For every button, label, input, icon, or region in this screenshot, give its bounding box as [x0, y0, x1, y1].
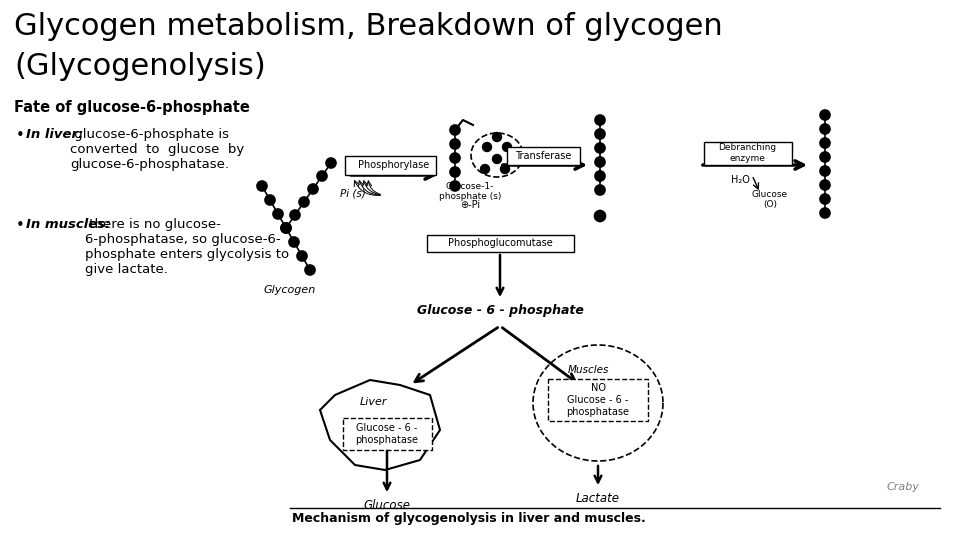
- Text: Glucose - 6 -
phosphatase: Glucose - 6 - phosphatase: [355, 423, 419, 445]
- Text: Glucose: Glucose: [364, 499, 411, 512]
- Text: H₂O: H₂O: [731, 175, 750, 185]
- Circle shape: [500, 165, 510, 173]
- FancyBboxPatch shape: [548, 379, 648, 421]
- Text: NO
Glucose - 6 -
phosphatase: NO Glucose - 6 - phosphatase: [566, 383, 630, 416]
- Circle shape: [820, 152, 830, 162]
- Circle shape: [257, 181, 267, 191]
- PathPatch shape: [320, 380, 440, 470]
- Circle shape: [305, 265, 315, 275]
- Text: Craby: Craby: [887, 482, 920, 492]
- Circle shape: [820, 180, 830, 190]
- Circle shape: [820, 110, 830, 120]
- Polygon shape: [533, 345, 663, 461]
- Circle shape: [290, 210, 300, 220]
- Circle shape: [492, 154, 501, 164]
- Circle shape: [502, 143, 512, 152]
- Circle shape: [281, 223, 291, 233]
- Circle shape: [820, 138, 830, 148]
- Circle shape: [595, 115, 605, 125]
- FancyBboxPatch shape: [507, 146, 580, 165]
- Text: Glucose - 6 - phosphate: Glucose - 6 - phosphate: [417, 304, 584, 317]
- Text: Transferase: Transferase: [515, 151, 571, 161]
- Circle shape: [308, 184, 318, 194]
- Circle shape: [483, 143, 492, 152]
- Text: Liver: Liver: [360, 397, 388, 407]
- Circle shape: [820, 166, 830, 176]
- Text: Phosphoglucomutase: Phosphoglucomutase: [447, 238, 552, 248]
- Text: there is no glucose-
6-phosphatase, so glucose-6-
phosphate enters glycolysis to: there is no glucose- 6-phosphatase, so g…: [85, 218, 289, 276]
- Circle shape: [273, 209, 283, 219]
- Text: In liver:: In liver:: [26, 128, 84, 141]
- Circle shape: [595, 143, 605, 153]
- Circle shape: [594, 211, 606, 221]
- Circle shape: [820, 124, 830, 134]
- Circle shape: [492, 132, 501, 141]
- Circle shape: [326, 158, 336, 168]
- Text: (Glycogenolysis): (Glycogenolysis): [14, 52, 266, 81]
- Circle shape: [595, 157, 605, 167]
- Text: Glucose
(O): Glucose (O): [752, 190, 788, 210]
- Text: •: •: [16, 218, 25, 233]
- Circle shape: [289, 237, 299, 247]
- Text: Lactate: Lactate: [576, 492, 620, 505]
- Circle shape: [820, 208, 830, 218]
- FancyBboxPatch shape: [343, 418, 432, 450]
- Text: Debranching
enzyme: Debranching enzyme: [718, 143, 776, 163]
- Text: Mechanism of glycogenolysis in liver and muscles.: Mechanism of glycogenolysis in liver and…: [292, 512, 646, 525]
- Text: In muscles:: In muscles:: [26, 218, 110, 231]
- Circle shape: [265, 195, 275, 205]
- Circle shape: [481, 165, 490, 173]
- Text: Glucose-1-
phosphate (s): Glucose-1- phosphate (s): [439, 182, 501, 201]
- Circle shape: [281, 223, 291, 233]
- Circle shape: [820, 194, 830, 204]
- Circle shape: [595, 171, 605, 181]
- Text: glucose-6-phosphate is
converted  to  glucose  by
glucose-6-phosphatase.: glucose-6-phosphate is converted to gluc…: [70, 128, 244, 171]
- Text: ⊕-Pi: ⊕-Pi: [460, 200, 480, 210]
- Text: Phosphorylase: Phosphorylase: [358, 160, 430, 170]
- Circle shape: [297, 251, 307, 261]
- Circle shape: [450, 181, 460, 191]
- Circle shape: [450, 167, 460, 177]
- Circle shape: [299, 197, 309, 207]
- FancyBboxPatch shape: [426, 234, 573, 252]
- FancyBboxPatch shape: [704, 141, 791, 165]
- Circle shape: [595, 185, 605, 195]
- Circle shape: [450, 153, 460, 163]
- Text: Glycogen metabolism, Breakdown of glycogen: Glycogen metabolism, Breakdown of glycog…: [14, 12, 723, 41]
- Text: Fate of glucose-6-phosphate: Fate of glucose-6-phosphate: [14, 100, 250, 115]
- Text: Pi (s): Pi (s): [340, 189, 366, 199]
- Text: Glycogen: Glycogen: [264, 285, 316, 295]
- Circle shape: [450, 139, 460, 149]
- Text: •: •: [16, 128, 25, 143]
- Text: Muscles: Muscles: [567, 365, 609, 375]
- Circle shape: [595, 129, 605, 139]
- Circle shape: [317, 171, 327, 181]
- Circle shape: [450, 125, 460, 135]
- FancyBboxPatch shape: [345, 156, 436, 174]
